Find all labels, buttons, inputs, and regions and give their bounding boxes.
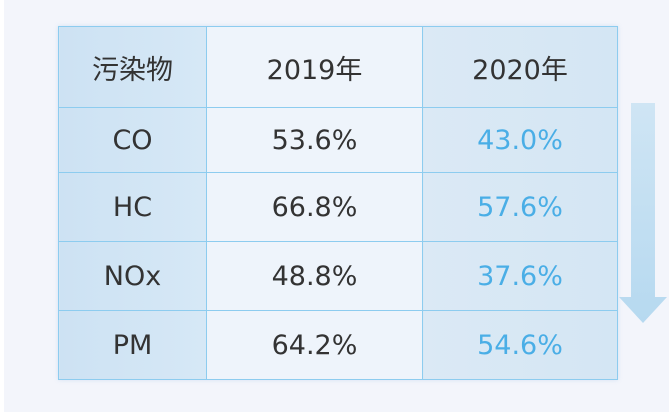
value-2019-cell: 66.8%	[206, 172, 423, 242]
pollutant-cell: PM	[58, 310, 207, 380]
value-2020-cell: 57.6%	[422, 172, 618, 242]
table-row: NOx 48.8% 37.6%	[58, 241, 618, 311]
header-row: 污染物 2019年 2020年	[58, 26, 618, 108]
arrow-down-icon	[619, 103, 667, 323]
value-2019-cell: 64.2%	[206, 310, 423, 380]
emission-table: 污染物 2019年 2020年 CO 53.6% 43.0% HC 66.8% …	[58, 26, 618, 380]
value-2020-cell: 43.0%	[422, 107, 618, 173]
pollutant-cell: NOx	[58, 241, 207, 311]
value-2020-cell: 54.6%	[422, 310, 618, 380]
value-2019-cell: 53.6%	[206, 107, 423, 173]
page-edge	[0, 0, 4, 412]
table-row: PM 64.2% 54.6%	[58, 310, 618, 380]
pollutant-cell: CO	[58, 107, 207, 173]
value-2020-cell: 37.6%	[422, 241, 618, 311]
header-2020: 2020年	[422, 26, 618, 108]
table-row: HC 66.8% 57.6%	[58, 172, 618, 242]
header-pollutant: 污染物	[58, 26, 207, 108]
table-row: CO 53.6% 43.0%	[58, 107, 618, 173]
header-2019: 2019年	[206, 26, 423, 108]
pollutant-cell: HC	[58, 172, 207, 242]
value-2019-cell: 48.8%	[206, 241, 423, 311]
